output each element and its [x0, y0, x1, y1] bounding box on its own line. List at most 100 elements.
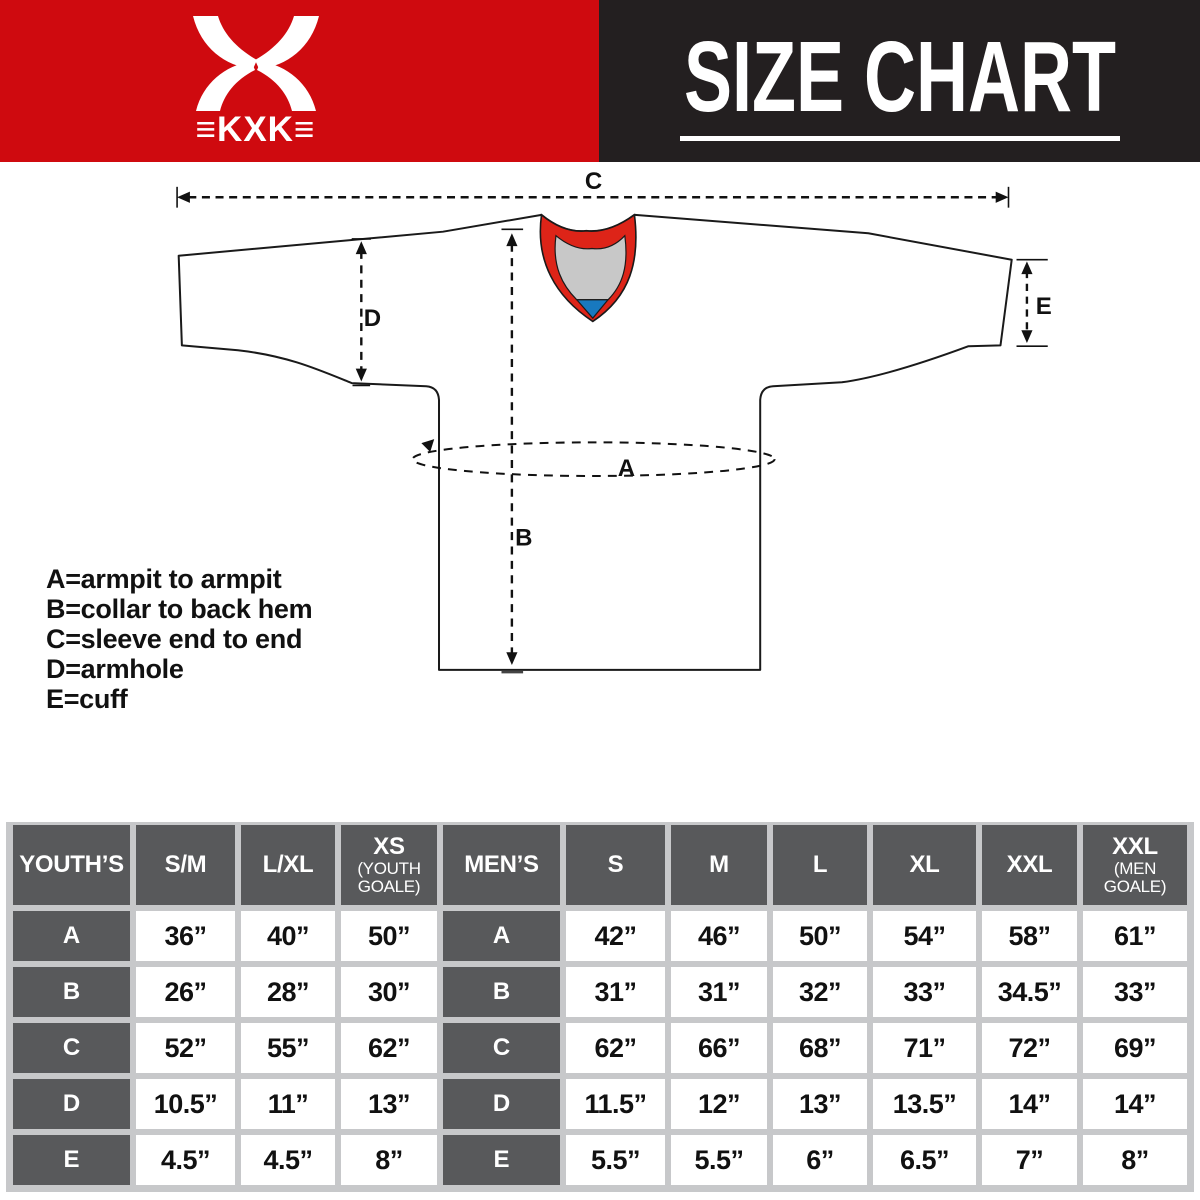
measure-label-e: E [1036, 293, 1052, 320]
jersey-diagram-section: C D B [0, 162, 1200, 814]
legend-line-a: A=armpit to armpit [46, 564, 282, 594]
value-cell: 52” [136, 1023, 235, 1073]
table-row-c: C 52” 55” 62” C 62” 66” 68” 71” 72” 69” [13, 1023, 1187, 1073]
value-cell: 5.5” [671, 1135, 767, 1185]
value-cell: 50” [341, 911, 437, 961]
row-label-cell: D [13, 1079, 130, 1129]
page-title: SIZE CHART [683, 21, 1116, 133]
xs-goalie-note1: (YOUTH [357, 858, 421, 878]
value-cell: 26” [136, 967, 235, 1017]
table-row-d: D 10.5” 11” 13” D 11.5” 12” 13” 13.5” 14… [13, 1079, 1187, 1129]
measure-label-d: D [364, 305, 381, 332]
value-cell: 13” [341, 1079, 437, 1129]
value-cell: 32” [773, 967, 867, 1017]
title-underline [679, 136, 1120, 141]
header-cell-l: L [773, 825, 867, 905]
value-cell: 6” [773, 1135, 867, 1185]
value-cell: 31” [671, 967, 767, 1017]
collar-inner-blue [575, 299, 610, 320]
value-cell: 30” [341, 967, 437, 1017]
value-cell: 62” [566, 1023, 665, 1073]
value-cell: 13” [773, 1079, 867, 1129]
header-cell-sm: S/M [136, 825, 235, 905]
value-cell: 71” [873, 1023, 976, 1073]
value-cell: 62” [341, 1023, 437, 1073]
value-cell: 11.5” [566, 1079, 665, 1129]
value-cell: 55” [241, 1023, 335, 1073]
value-cell: 14” [982, 1079, 1077, 1129]
value-cell: 36” [136, 911, 235, 961]
header-cell-xxl: XXL [982, 825, 1077, 905]
value-cell: 68” [773, 1023, 867, 1073]
value-cell: 5.5” [566, 1135, 665, 1185]
value-cell: 61” [1083, 911, 1187, 961]
value-cell: 13.5” [873, 1079, 976, 1129]
value-cell: 11” [241, 1079, 335, 1129]
value-cell: 42” [566, 911, 665, 961]
brand-wordmark: ≡KXK≡ [195, 109, 316, 149]
measure-label-a: A [618, 455, 635, 482]
value-cell: 12” [671, 1079, 767, 1129]
header-cell-xl: XL [873, 825, 976, 905]
header: ≡KXK≡ SIZE CHART [0, 0, 1200, 162]
value-cell: 40” [241, 911, 335, 961]
row-label-cell: E [13, 1135, 130, 1185]
measure-label-b: B [515, 525, 532, 552]
value-cell: 34.5” [982, 967, 1077, 1017]
xxl-goalie-size: XXL [1112, 833, 1158, 861]
legend-line-c: C=sleeve end to end [46, 624, 303, 654]
legend-line-b: B=collar to back hem [46, 594, 313, 624]
value-cell: 69” [1083, 1023, 1187, 1073]
header-cell-lxl: L/XL [241, 825, 335, 905]
value-cell: 7” [982, 1135, 1077, 1185]
header-cell-men: MEN’S [443, 825, 560, 905]
measure-line-e [1016, 258, 1048, 348]
brand-panel: ≡KXK≡ [0, 0, 599, 162]
collar-inner-gray [554, 234, 627, 301]
xs-goalie-size: XS [373, 833, 405, 861]
value-cell: 6.5” [873, 1135, 976, 1185]
value-cell: 33” [873, 967, 976, 1017]
measure-line-c [176, 186, 1010, 208]
row-label-cell: C [443, 1023, 560, 1073]
value-cell: 4.5” [241, 1135, 335, 1185]
value-cell: 14” [1083, 1079, 1187, 1129]
value-cell: 10.5” [136, 1079, 235, 1129]
row-label-cell: A [13, 911, 130, 961]
header-cell-s: S [566, 825, 665, 905]
value-cell: 46” [671, 911, 767, 961]
header-cell-xxl-goalie: XXL (MEN GOALE) [1083, 825, 1187, 905]
row-label-cell: D [443, 1079, 560, 1129]
xxl-goalie-note2: GOALE) [1103, 876, 1167, 896]
table-row-a: A 36” 40” 50” A 42” 46” 50” 54” 58” 61” [13, 911, 1187, 961]
xs-goalie-note2: GOALE) [357, 876, 421, 896]
measure-line-a [411, 439, 776, 477]
header-cell-youth: YOUTH’S [13, 825, 130, 905]
row-label-cell: A [443, 911, 560, 961]
header-cell-xs-goalie: XS (YOUTH GOALE) [341, 825, 437, 905]
table-header-row: YOUTH’S S/M L/XL XS (YOUTH GOALE) MEN’S … [13, 825, 1187, 905]
measure-label-c: C [585, 168, 602, 195]
value-cell: 72” [982, 1023, 1077, 1073]
jersey-measurement-svg: C D B [176, 168, 1052, 674]
table-row-e: E 4.5” 4.5” 8” E 5.5” 5.5” 6” 6.5” 7” 8” [13, 1135, 1187, 1185]
value-cell: 33” [1083, 967, 1187, 1017]
row-label-cell: C [13, 1023, 130, 1073]
row-label-cell: B [443, 967, 560, 1017]
legend-line-e: E=cuff [46, 684, 128, 714]
title-panel: SIZE CHART [599, 0, 1200, 162]
row-label-cell: E [443, 1135, 560, 1185]
measure-line-b [501, 228, 524, 674]
legend-line-d: D=armhole [46, 654, 184, 684]
value-cell: 8” [341, 1135, 437, 1185]
xxl-goalie-note1: (MEN [1113, 858, 1157, 878]
measure-line-d [351, 238, 371, 387]
row-label-cell: B [13, 967, 130, 1017]
value-cell: 4.5” [136, 1135, 235, 1185]
value-cell: 8” [1083, 1135, 1187, 1185]
value-cell: 28” [241, 967, 335, 1017]
table-row-b: B 26” 28” 30” B 31” 31” 32” 33” 34.5” 33… [13, 967, 1187, 1017]
value-cell: 66” [671, 1023, 767, 1073]
value-cell: 58” [982, 911, 1077, 961]
